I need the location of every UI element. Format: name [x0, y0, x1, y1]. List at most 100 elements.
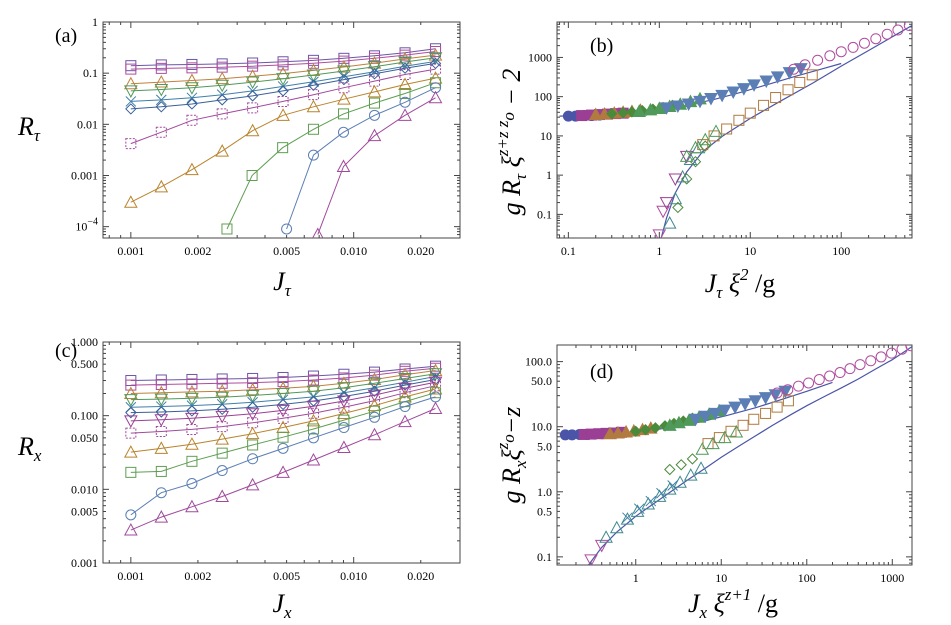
ticks [103, 341, 461, 564]
series-S11 [125, 391, 442, 521]
series-upper-filled-6 [688, 385, 793, 427]
data-point [276, 108, 290, 121]
y-tick-label: 1.0 [537, 485, 552, 499]
data-point [622, 512, 633, 524]
series-line [130, 373, 436, 401]
data-point [737, 419, 749, 431]
y-tick-label: 0.050 [71, 431, 98, 445]
data-point [247, 439, 259, 451]
plot-frame [556, 21, 913, 239]
panel-tag: (c) [55, 340, 77, 362]
data-point [215, 144, 230, 157]
data-point [641, 496, 656, 510]
data-point [706, 436, 720, 450]
data-point [430, 77, 442, 89]
data-point [639, 423, 652, 436]
data-point [336, 159, 351, 172]
data-point [609, 520, 624, 534]
data-point [803, 377, 815, 389]
data-point [576, 110, 588, 122]
y-tick-label: 0.100 [71, 409, 98, 423]
data-point [247, 453, 259, 465]
data-point [186, 405, 198, 417]
data-point [185, 499, 199, 513]
data-point [672, 415, 686, 429]
data-point [245, 382, 260, 396]
data-point [215, 79, 230, 93]
data-point [367, 377, 382, 391]
data-point [125, 96, 137, 107]
data-point [792, 380, 804, 392]
data-point [123, 445, 138, 458]
data-point [708, 407, 723, 421]
x-tick-label: 1 [633, 571, 639, 585]
data-point [155, 378, 167, 390]
data-point [430, 387, 442, 399]
data-point [673, 475, 687, 488]
panel-d: 1 10 100 1000 0.1 0.5 1.0 5.0 10.0 50.0 100.0 (d) Jx… [493, 344, 913, 622]
data-point [125, 63, 137, 75]
data-point [338, 414, 350, 426]
y-tick-label: 0.500 [71, 357, 98, 371]
data-point [729, 424, 744, 438]
x-axis-label: Jτ ξ2 /g [705, 265, 776, 302]
series-line [130, 48, 436, 67]
data-point [337, 440, 351, 453]
data-point [698, 132, 713, 146]
data-point [854, 359, 866, 371]
data-point [337, 406, 351, 420]
data-point [748, 395, 763, 408]
data-point [903, 22, 912, 32]
data-point [672, 201, 684, 214]
data-point [216, 377, 228, 389]
data-point [686, 453, 699, 465]
data-point [216, 403, 228, 416]
panel-c: 0.001 0.002 0.005 0.010 0.020 0.001 0.005 0.010… [17, 335, 461, 622]
data-point [662, 216, 677, 229]
data-point [430, 362, 442, 374]
x-tick-label: 0.010 [340, 244, 367, 258]
data-point [154, 83, 169, 97]
data-point [747, 79, 761, 92]
data-point [870, 33, 882, 45]
data-point [185, 82, 199, 95]
series-group [123, 360, 443, 536]
y-tick-label: 5.0 [537, 439, 552, 453]
series-line [286, 87, 436, 230]
series-line [130, 396, 436, 516]
data-point [368, 97, 380, 109]
data-point [771, 387, 783, 399]
series-S10 [281, 82, 442, 235]
plot-frame [102, 21, 461, 239]
data-point [215, 432, 230, 445]
data-point [428, 376, 443, 390]
data-point [277, 412, 289, 424]
data-point [875, 351, 887, 363]
data-point [123, 386, 138, 399]
data-point [399, 96, 411, 108]
y-tick-label: 0.01 [77, 117, 98, 131]
data-point [337, 395, 351, 409]
data-point [276, 73, 290, 86]
data-point [599, 530, 613, 543]
data-point [892, 24, 904, 36]
data-point [185, 392, 199, 406]
y-axis-label: Rτ [17, 112, 41, 145]
data-point [186, 423, 198, 435]
y-tick-label: 0.1 [537, 550, 552, 564]
data-point [671, 100, 685, 113]
data-point [338, 390, 350, 403]
data-point [125, 406, 137, 419]
data-point [186, 455, 198, 467]
series-S9 [221, 77, 442, 235]
data-point [125, 427, 137, 439]
data-point [338, 422, 350, 434]
y-tick-label: 10.0 [531, 420, 552, 434]
data-point [123, 415, 138, 428]
plot-frame [556, 344, 913, 566]
data-point [155, 406, 168, 418]
x-tick-label: 0.1 [561, 244, 576, 258]
data-point [733, 114, 745, 126]
fit-line-upper-fit [559, 381, 833, 436]
data-point [693, 95, 707, 109]
